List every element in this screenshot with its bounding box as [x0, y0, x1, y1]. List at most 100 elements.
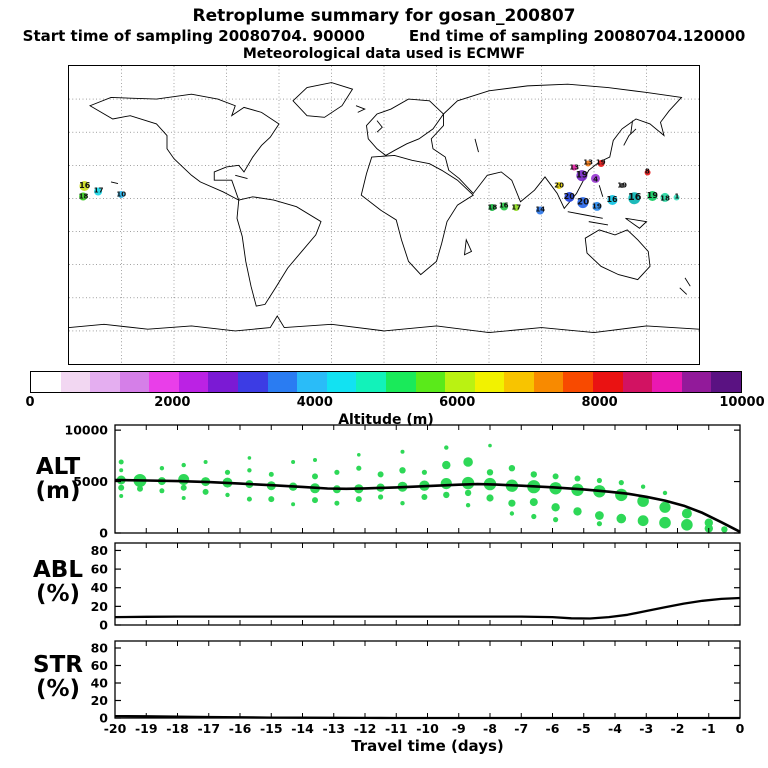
y-tick-label: 10000: [65, 423, 109, 438]
coastlines: [69, 83, 699, 333]
alt-axis-label: ALT (m): [8, 455, 108, 504]
alt-bubble: [312, 473, 318, 480]
coastline-japan: [624, 129, 636, 146]
colorbar-segment: [60, 372, 91, 392]
alt-bubble: [637, 495, 649, 507]
colorbar-segment: [90, 372, 120, 392]
x-tick-label: -17: [197, 721, 220, 736]
alt-bubble: [508, 465, 516, 472]
met-data-label: Meteorological data used is ECMWF: [242, 46, 526, 62]
x-tick-label: -5: [577, 721, 591, 736]
alt-bubble: [178, 474, 190, 485]
marker-dot: [644, 169, 651, 176]
alt-bubble: [637, 515, 649, 527]
alt-bubble: [615, 488, 628, 502]
colorbar-segment: [31, 372, 61, 392]
marker-label: 1: [674, 192, 680, 201]
alt-bubble: [313, 458, 317, 462]
marker-dot: [619, 183, 625, 189]
abl-axis-label: ABL (%): [8, 558, 108, 607]
alt-bubble: [574, 475, 581, 482]
altitude-colorbar: 0 2000 4000 6000 8000 10000 Altitude (m): [25, 371, 765, 428]
marker-dot: [647, 190, 658, 201]
map-marker: 18: [660, 193, 670, 203]
y-tick-label: 80: [91, 543, 109, 558]
marker-label: 19: [591, 201, 602, 211]
alt-bubble: [334, 500, 340, 506]
y-tick-label: 40: [91, 580, 109, 595]
marker-label: 16: [498, 201, 509, 210]
world-map: 16 17 18 10 18 16 17 14 20 20 19 19 4 13 13 19 8 20 16 16 19…: [68, 65, 700, 365]
map-marker: 8: [644, 168, 651, 176]
alt-bubble: [400, 449, 405, 454]
alt-bubble: [334, 469, 340, 475]
map-marker: 1: [673, 192, 680, 201]
x-tick-label: -11: [385, 721, 408, 736]
alt-bubble: [202, 488, 209, 495]
colorbar-tick-label: 6000: [439, 395, 476, 410]
alt-line: [114, 478, 741, 533]
map-marker: 19: [576, 170, 588, 182]
marker-dot: [571, 164, 578, 171]
alt-bubble: [357, 453, 361, 457]
marker-label: 17: [511, 203, 522, 212]
coastline-australia: [585, 230, 650, 280]
y-tick-label: 0: [99, 526, 108, 541]
colorbar-segment: [267, 372, 298, 392]
marker-dot: [576, 170, 588, 182]
marker-dot: [499, 202, 508, 211]
y-tick-label: 60: [91, 562, 109, 577]
marker-dot: [94, 187, 103, 196]
marker-dot: [592, 201, 602, 211]
abl-line: [114, 596, 741, 620]
map-marker: 19: [647, 190, 658, 201]
y-tick-label: 5000: [73, 474, 108, 489]
colorbar-title: Altitude (m): [338, 412, 434, 428]
map-marker: 16: [498, 201, 509, 211]
alt-axis-label-unit: (m): [35, 478, 81, 505]
alt-bubble: [573, 507, 582, 516]
alt-bubble: [681, 508, 692, 519]
coastline-asia: [431, 84, 681, 208]
abl-axis-label-top: ABL: [33, 557, 83, 583]
map-marker: 19: [595, 158, 606, 167]
map-marker: 16: [606, 195, 618, 206]
alt-bubble: [268, 471, 274, 477]
colorbar-segment: [178, 372, 209, 392]
colorbar-tick-label: 4000: [296, 395, 333, 410]
marker-label: 13: [569, 163, 580, 172]
alt-bubble: [118, 459, 124, 465]
marker-dot: [607, 195, 618, 206]
colorbar-segment: [297, 372, 327, 392]
alt-bubble: [137, 485, 143, 492]
colorbar-segment: [415, 372, 446, 392]
x-tick-label: -16: [229, 721, 252, 736]
alt-bubble: [488, 443, 492, 448]
map-marker: 16: [79, 181, 91, 192]
alt-bubble: [659, 501, 671, 513]
alt-bubble: [377, 471, 384, 478]
alt-bubble: [596, 521, 603, 527]
x-tick-label: -10: [416, 721, 439, 736]
colorbar-ticks: 0 2000 4000 6000 8000 10000: [25, 395, 764, 412]
panel-box: [114, 542, 741, 626]
colorbar-segment: [504, 372, 534, 392]
colorbar-segment: [238, 372, 268, 392]
figure-title: Retroplume summary for gosan_200807: [192, 6, 576, 26]
alt-bubble: [312, 497, 318, 504]
y-tick-label: 20: [91, 693, 109, 708]
marker-label: 16: [79, 181, 91, 191]
colorbar-tick-label: 8000: [581, 395, 618, 410]
marker-label: 19: [595, 158, 606, 167]
marker-dot: [585, 160, 592, 167]
alt-bubble: [159, 488, 165, 494]
marker-dot: [512, 204, 520, 212]
coastline-north-america: [90, 94, 279, 200]
x-tick-label: -8: [483, 721, 497, 736]
marker-label: 17: [93, 186, 104, 195]
alt-bubble: [203, 460, 208, 464]
alt-bubble: [551, 503, 560, 512]
alt-bubble: [640, 484, 646, 489]
alt-bubble: [553, 517, 559, 523]
alt-bubble: [616, 513, 627, 524]
